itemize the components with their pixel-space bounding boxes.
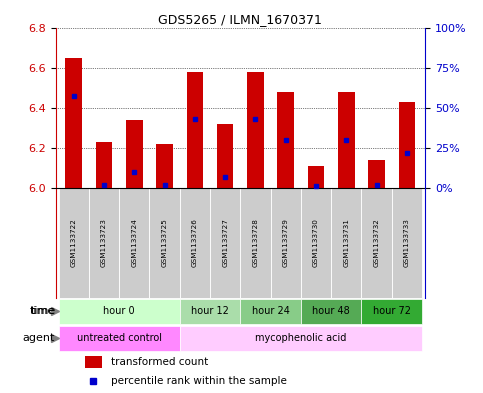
- Text: GSM1133724: GSM1133724: [131, 219, 137, 267]
- FancyBboxPatch shape: [180, 299, 241, 324]
- FancyBboxPatch shape: [149, 188, 180, 298]
- FancyBboxPatch shape: [58, 327, 180, 351]
- Text: time: time: [29, 306, 55, 316]
- Bar: [85, 356, 102, 368]
- FancyBboxPatch shape: [301, 188, 331, 298]
- Text: GSM1133723: GSM1133723: [101, 219, 107, 267]
- FancyBboxPatch shape: [119, 188, 149, 298]
- FancyBboxPatch shape: [361, 188, 392, 298]
- FancyBboxPatch shape: [58, 299, 180, 324]
- FancyBboxPatch shape: [180, 327, 422, 351]
- Bar: [308, 166, 325, 188]
- Text: GSM1133729: GSM1133729: [283, 219, 289, 267]
- Title: GDS5265 / ILMN_1670371: GDS5265 / ILMN_1670371: [158, 13, 322, 26]
- Text: GSM1133722: GSM1133722: [71, 219, 77, 267]
- FancyBboxPatch shape: [241, 299, 301, 324]
- Text: hour 24: hour 24: [252, 306, 289, 316]
- Text: hour 12: hour 12: [191, 306, 229, 316]
- Bar: [156, 144, 173, 188]
- Bar: [96, 142, 113, 188]
- Bar: [186, 72, 203, 188]
- Bar: [65, 57, 82, 188]
- FancyBboxPatch shape: [180, 188, 210, 298]
- Text: transformed count: transformed count: [111, 357, 208, 367]
- Text: time: time: [30, 306, 56, 316]
- Text: mycophenolic acid: mycophenolic acid: [255, 333, 347, 343]
- Text: percentile rank within the sample: percentile rank within the sample: [111, 376, 287, 386]
- FancyBboxPatch shape: [331, 188, 361, 298]
- Text: GSM1133727: GSM1133727: [222, 219, 228, 267]
- Bar: [217, 124, 233, 188]
- FancyBboxPatch shape: [89, 188, 119, 298]
- FancyBboxPatch shape: [361, 299, 422, 324]
- Bar: [368, 160, 385, 188]
- FancyBboxPatch shape: [392, 188, 422, 298]
- Text: agent: agent: [23, 333, 55, 343]
- Text: GSM1133728: GSM1133728: [253, 219, 258, 267]
- Text: time: time: [0, 392, 1, 393]
- FancyBboxPatch shape: [210, 188, 241, 298]
- Text: GSM1133726: GSM1133726: [192, 219, 198, 267]
- Text: GSM1133732: GSM1133732: [373, 219, 380, 267]
- Text: GSM1133730: GSM1133730: [313, 219, 319, 267]
- FancyBboxPatch shape: [58, 188, 89, 298]
- Text: agent: agent: [0, 392, 1, 393]
- Text: hour 0: hour 0: [103, 306, 135, 316]
- Text: GSM1133731: GSM1133731: [343, 219, 349, 267]
- Bar: [277, 92, 294, 188]
- Bar: [247, 72, 264, 188]
- FancyBboxPatch shape: [301, 299, 361, 324]
- FancyBboxPatch shape: [270, 188, 301, 298]
- Bar: [338, 92, 355, 188]
- Bar: [398, 102, 415, 188]
- Text: GSM1133733: GSM1133733: [404, 219, 410, 267]
- Text: hour 48: hour 48: [313, 306, 350, 316]
- Bar: [126, 120, 142, 188]
- Text: untreated control: untreated control: [77, 333, 162, 343]
- Text: hour 72: hour 72: [373, 306, 411, 316]
- FancyBboxPatch shape: [241, 188, 270, 298]
- Text: GSM1133725: GSM1133725: [162, 219, 168, 267]
